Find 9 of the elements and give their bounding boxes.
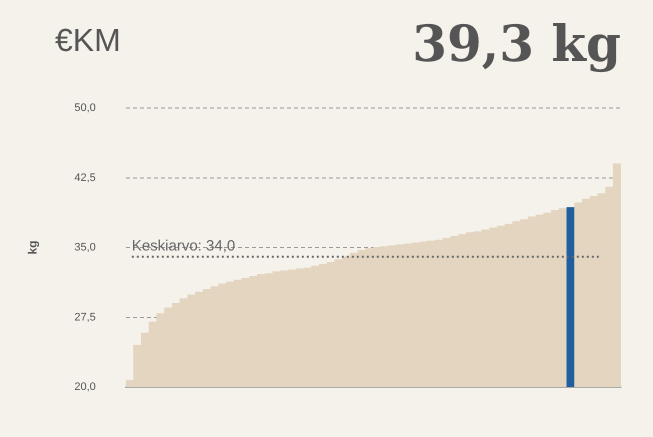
y-tick-label: 42,5 — [74, 172, 96, 184]
y-axis-title: kg — [26, 240, 40, 255]
chart-subtitle: 39,3 kg — [412, 14, 621, 73]
y-tick-label: 50,0 — [74, 102, 96, 114]
y-tick-label: 27,5 — [74, 311, 96, 324]
y-tick-label: 35,0 — [74, 242, 96, 254]
chart-title: €KM — [55, 22, 121, 59]
ref-line-label: Keskiarvo: 34,0 — [132, 237, 236, 254]
y-tick-label: 20,0 — [74, 381, 96, 394]
